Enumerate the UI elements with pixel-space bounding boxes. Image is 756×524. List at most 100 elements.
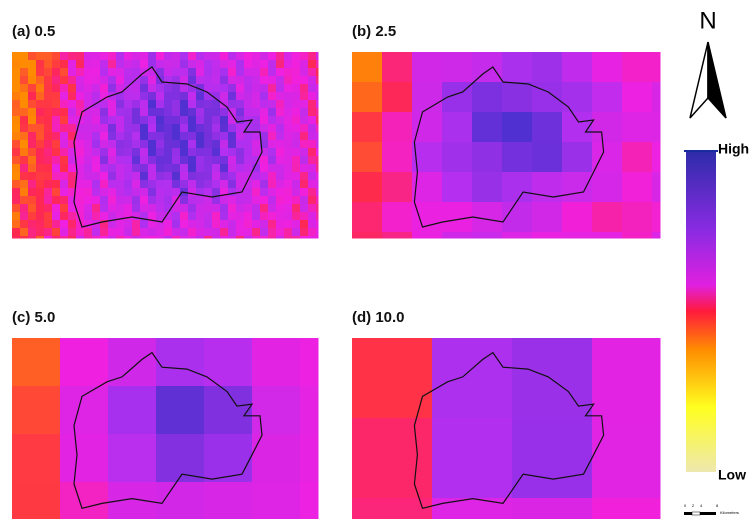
- raster-cell: [116, 60, 125, 69]
- raster-cell: [236, 92, 245, 101]
- raster-cell: [562, 82, 593, 113]
- raster-cell: [44, 140, 53, 149]
- raster-cell: [156, 338, 205, 387]
- raster-cell: [68, 228, 77, 237]
- raster-cell: [44, 180, 53, 189]
- raster-cell: [164, 60, 173, 69]
- raster-cell: [276, 196, 285, 205]
- raster-cell: [284, 132, 293, 141]
- raster-cell: [220, 68, 229, 77]
- raster-cell: [108, 156, 117, 165]
- legend-high: High: [718, 141, 749, 157]
- raster-cell: [172, 60, 181, 69]
- raster-cell: [156, 386, 205, 435]
- raster-cell: [276, 204, 285, 213]
- raster-cell: [108, 124, 117, 133]
- panel-label: (a) 0.5: [12, 23, 55, 40]
- raster-cell: [140, 180, 149, 189]
- raster-cell: [52, 148, 61, 157]
- raster-panel: [352, 52, 661, 239]
- raster-cell: [76, 148, 85, 157]
- raster-cell: [92, 140, 101, 149]
- raster-cell: [196, 196, 205, 205]
- raster-cell: [52, 68, 61, 77]
- raster-cell: [212, 132, 221, 141]
- color-bar: [686, 150, 716, 472]
- raster-cell: [52, 188, 61, 197]
- raster-cell: [268, 76, 277, 85]
- raster-cell: [140, 52, 149, 61]
- raster-cell: [236, 124, 245, 133]
- raster-cell: [308, 196, 317, 205]
- raster-cell: [60, 68, 69, 77]
- raster-cell: [212, 60, 221, 69]
- raster-cell: [28, 204, 37, 213]
- raster-cell: [156, 92, 165, 101]
- raster-cell: [432, 498, 513, 519]
- raster-cell: [502, 52, 533, 83]
- raster-cell: [300, 220, 309, 229]
- raster-cell: [60, 148, 69, 157]
- raster-cell: [252, 60, 261, 69]
- raster-cell: [28, 188, 37, 197]
- raster-cell: [276, 156, 285, 165]
- raster-cell: [308, 236, 317, 239]
- raster-cell: [228, 204, 237, 213]
- raster-cell: [212, 236, 221, 239]
- raster-cell: [92, 236, 101, 239]
- raster-cell: [44, 108, 53, 117]
- raster-cell: [60, 132, 69, 141]
- raster-cell: [472, 82, 503, 113]
- raster-cell: [28, 196, 37, 205]
- raster-cell: [300, 68, 309, 77]
- raster-cell: [512, 498, 593, 519]
- raster-cell: [36, 108, 45, 117]
- raster-cell: [622, 82, 653, 113]
- raster-cell: [60, 212, 69, 221]
- raster-cell: [284, 108, 293, 117]
- raster-cell: [28, 180, 37, 189]
- raster-cell: [292, 228, 301, 237]
- raster-cell: [196, 164, 205, 173]
- raster-cell: [252, 236, 261, 239]
- raster-cell: [20, 220, 29, 229]
- raster-cell: [300, 386, 319, 435]
- raster-cell: [244, 164, 253, 173]
- raster-cell: [252, 108, 261, 117]
- raster-cell: [68, 60, 77, 69]
- raster-cell: [20, 52, 29, 61]
- raster-cell: [220, 76, 229, 85]
- raster-cell: [164, 148, 173, 157]
- raster-cell: [228, 188, 237, 197]
- raster-cell: [164, 132, 173, 141]
- raster-cell: [300, 108, 309, 117]
- raster-cell: [252, 68, 261, 77]
- raster-cell: [276, 116, 285, 125]
- raster-cell: [116, 180, 125, 189]
- raster-cell: [180, 172, 189, 181]
- raster-cell: [316, 172, 319, 181]
- raster-cell: [108, 132, 117, 141]
- raster-cell: [204, 156, 213, 165]
- raster-cell: [276, 188, 285, 197]
- raster-cell: [502, 112, 533, 143]
- raster-cell: [532, 232, 563, 239]
- raster-cell: [268, 156, 277, 165]
- raster-cell: [164, 52, 173, 61]
- raster-cell: [220, 116, 229, 125]
- raster-cell: [60, 76, 69, 85]
- raster-cell: [148, 180, 157, 189]
- raster-cell: [148, 212, 157, 221]
- raster-cell: [236, 52, 245, 61]
- raster-cell: [140, 188, 149, 197]
- raster-cell: [132, 148, 141, 157]
- raster-cell: [220, 92, 229, 101]
- raster-cell: [316, 108, 319, 117]
- raster-cell: [124, 236, 133, 239]
- raster-cell: [188, 164, 197, 173]
- raster-cell: [260, 116, 269, 125]
- raster-cell: [442, 112, 473, 143]
- raster-cell: [20, 236, 29, 239]
- raster-cell: [316, 212, 319, 221]
- raster-cell: [156, 100, 165, 109]
